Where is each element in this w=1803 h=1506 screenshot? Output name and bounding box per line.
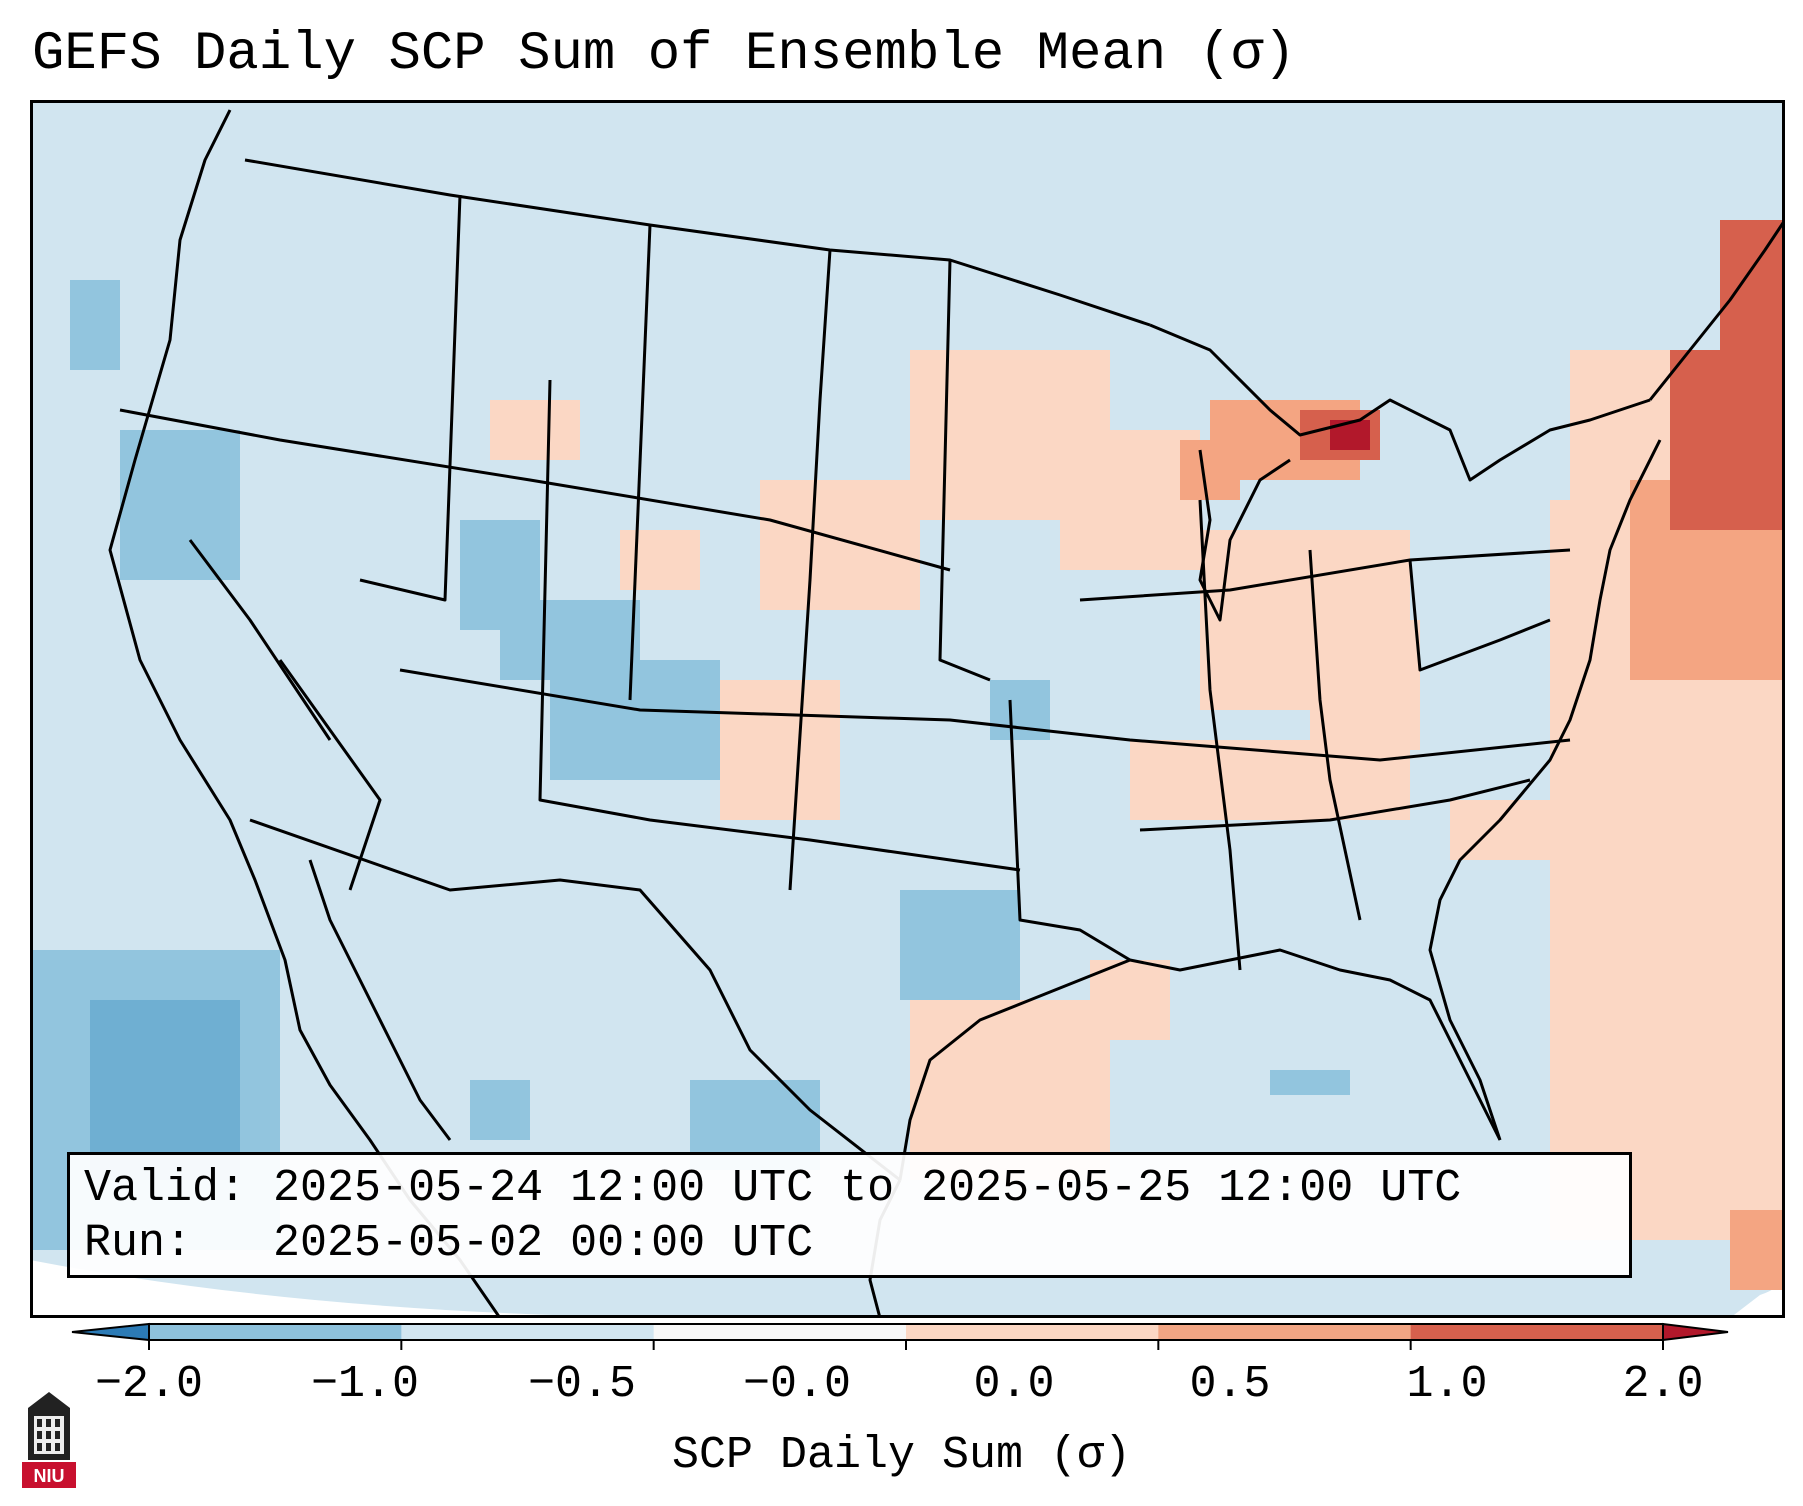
anomaly-cell — [1730, 1210, 1785, 1290]
anomaly-cell — [1670, 350, 1785, 530]
state-line-1 — [359, 194, 462, 602]
colorbar-tick-label: 0.5 — [1189, 1359, 1271, 1410]
anomaly-cell — [620, 530, 700, 590]
colorbar-tick-label: −0.5 — [527, 1359, 637, 1410]
colorbar-tick-label: −2.0 — [94, 1359, 204, 1410]
chart-title: GEFS Daily SCP Sum of Ensemble Mean (σ) — [32, 24, 1296, 85]
anomaly-cell — [1310, 620, 1420, 750]
anomaly-cell — [70, 280, 120, 370]
run-label: Run: — [84, 1218, 193, 1269]
state-line-13 — [1139, 778, 1531, 832]
colorbar-tick-label: 0.0 — [973, 1359, 1055, 1410]
valid-value: 2025-05-24 12:00 UTC to 2025-05-25 12:00… — [273, 1163, 1462, 1214]
baja-coast — [308, 859, 452, 1141]
state-line-3 — [788, 249, 832, 891]
anomaly-cell — [90, 1000, 240, 1180]
colorbar-segment — [1158, 1324, 1412, 1340]
anomaly-cell — [470, 1080, 530, 1140]
state-line-9 — [1198, 499, 1242, 971]
colorbar-segment — [149, 1324, 402, 1340]
state-line-8 — [1008, 699, 1131, 962]
colorbar-extension-high — [1662, 1322, 1729, 1342]
boundary-lines — [108, 109, 1785, 1318]
colorbar-segment — [1410, 1324, 1664, 1340]
gulf-coast — [898, 948, 1502, 1181]
state-line-12 — [1408, 559, 1551, 672]
colorbar-segment — [906, 1324, 1159, 1340]
anomaly-cell — [120, 430, 240, 580]
map-frame — [30, 100, 1785, 1318]
lake-michigan — [1198, 449, 1291, 622]
state-line-7 — [538, 379, 1021, 872]
colorbar-tick-label: 1.0 — [1406, 1359, 1488, 1410]
outer-domain-corner — [30, 1260, 730, 1318]
anomaly-cell — [720, 680, 840, 820]
anomaly-cell — [1060, 430, 1200, 570]
valid-label: Valid: — [84, 1163, 247, 1214]
colorbar-label: SCP Daily Sum (σ) — [671, 1430, 1132, 1481]
colorbar-extension-low — [71, 1322, 150, 1342]
anomaly-cell — [760, 480, 920, 610]
state-line-11 — [1079, 548, 1571, 602]
anomaly-cell — [910, 1000, 1110, 1180]
map-panel — [30, 100, 1785, 1318]
anomaly-cell — [1130, 740, 1410, 820]
anomaly-cell — [1450, 800, 1550, 860]
valid-run-info-box: Valid: 2025-05-24 12:00 UTC to 2025-05-2… — [67, 1152, 1632, 1278]
colorbar — [71, 1322, 1729, 1350]
run-value: 2025-05-02 00:00 UTC — [273, 1218, 814, 1269]
colorbar-segment — [401, 1324, 655, 1340]
great-lakes-outline — [1149, 323, 1651, 482]
anomaly-cell — [900, 890, 1020, 1000]
anomaly-cell — [1270, 1070, 1350, 1095]
colorbar-tick-label: 2.0 — [1622, 1359, 1704, 1410]
anomaly-cell — [490, 400, 580, 460]
state-line-2 — [628, 224, 652, 701]
anomaly-cell — [1090, 960, 1170, 1040]
anomaly-cell — [550, 660, 720, 780]
logo-text: NIU — [34, 1466, 65, 1486]
anomaly-cell — [1180, 440, 1240, 500]
state-line-5 — [119, 408, 951, 572]
state-line-15 — [188, 539, 332, 741]
anomaly-cell — [1720, 220, 1785, 360]
northeast-coast — [1648, 219, 1785, 401]
state-line-10 — [1308, 549, 1362, 921]
anomaly-cell — [460, 520, 540, 630]
colorbar-tick-label: −1.0 — [310, 1359, 420, 1410]
colorbar-tick-label: −0.0 — [742, 1359, 852, 1410]
state-line-6 — [399, 668, 1571, 762]
mexico-border — [249, 818, 901, 1182]
niu-building-logo-icon: NIU — [22, 1392, 76, 1488]
outer-domain-corner-right — [1730, 1280, 1785, 1318]
east-coast — [1428, 439, 1662, 1141]
state-line-4 — [938, 259, 991, 682]
colorbar-segment — [653, 1324, 907, 1340]
